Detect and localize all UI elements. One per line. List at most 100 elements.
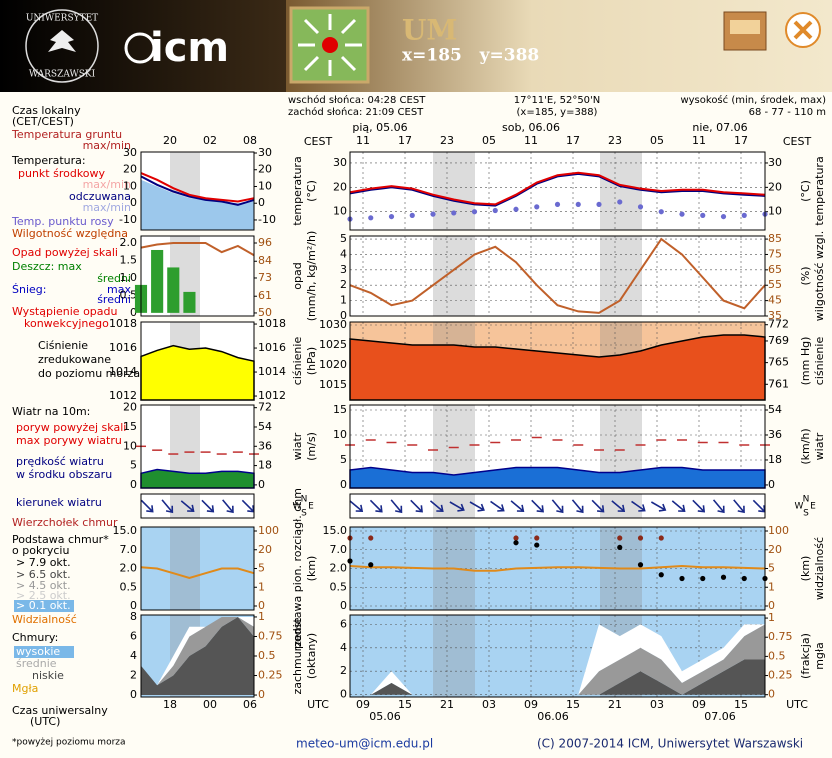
legend-text: max — [107, 283, 131, 296]
y2-tick-label: 96 — [258, 236, 272, 249]
panel-frame — [349, 321, 766, 401]
data-line — [140, 242, 255, 257]
panel-background — [141, 494, 254, 518]
university-emblem — [25, 9, 99, 83]
y-tick-label: 2.0 — [120, 236, 138, 249]
data-dot — [700, 212, 706, 218]
y-axis-label: (oktany) — [305, 633, 318, 679]
y-axis-label: (°C) — [305, 180, 318, 202]
navigation-arrows[interactable] — [298, 14, 362, 76]
y-tick-label: 0 — [130, 196, 137, 209]
y2-tick-label: 0 — [768, 478, 775, 491]
time-zone-label: CEST — [783, 135, 812, 148]
y2-axis-label: wiatr — [813, 432, 826, 460]
y2-tick-label: 0.25 — [258, 669, 283, 682]
compass-label: S — [803, 509, 809, 519]
data-area — [350, 624, 765, 695]
data-dot — [430, 211, 436, 217]
y2-axis-label: widzialność — [813, 537, 826, 600]
wind-arrow — [490, 500, 505, 512]
y2-tick-label: 0 — [768, 599, 775, 612]
wind-arrow — [611, 500, 626, 512]
contact-email[interactable]: meteo-um@icm.edu.pl — [296, 737, 433, 751]
hour-label: 09 — [692, 698, 706, 711]
y-tick-label: 1014 — [109, 365, 137, 378]
legend-text: Ciśnienie — [38, 339, 88, 352]
y2-axis-label: ciśnienie — [813, 337, 826, 386]
y-tick-label: 1025 — [319, 338, 347, 351]
sunset: zachód słońca: 21:09 CEST — [288, 106, 424, 118]
y-tick-label: 30 — [123, 146, 137, 159]
y-tick-label: 10 — [123, 179, 137, 192]
y2-tick-label: 65 — [768, 263, 782, 276]
panel-frame — [349, 151, 766, 231]
y2-axis-label: mgła — [813, 642, 826, 670]
y2-axis-label: (frakcja) — [799, 633, 812, 679]
data-line — [349, 564, 766, 572]
night-band — [600, 494, 642, 518]
y-tick-label: 15 — [123, 420, 137, 433]
data-dot — [741, 575, 747, 582]
y-tick-label: 3 — [340, 263, 347, 276]
y2-tick-label: 55 — [768, 278, 782, 291]
y-axis-label: temperatura — [291, 156, 304, 225]
legend-text: Mgła — [12, 682, 38, 695]
y2-tick-label: 45 — [768, 294, 782, 307]
wind-arrow — [671, 500, 686, 512]
panel-frame — [349, 235, 766, 317]
y2-tick-label: 36 — [258, 439, 272, 452]
legend-text: w środku obszaru — [16, 468, 112, 481]
hour-label: 11 — [356, 134, 370, 147]
legend-text: Chmury: — [12, 631, 58, 644]
y-axis-label: wiatr — [291, 432, 304, 460]
night-band — [433, 236, 475, 316]
y2-tick-label: 1018 — [258, 317, 286, 330]
panel-frame — [349, 493, 766, 519]
data-dot — [617, 535, 623, 541]
location-dot — [322, 37, 338, 53]
y-tick-label: 1016 — [109, 341, 137, 354]
y-tick-label: 2 — [130, 669, 137, 682]
y-tick-label: 2 — [340, 278, 347, 291]
y-axis-label: (hPa) — [305, 347, 318, 375]
y-tick-label: 6 — [130, 629, 137, 642]
legend-text: do poziomu morza — [38, 367, 140, 380]
icm-swirl — [124, 32, 156, 64]
y2-tick-label: 0.5 — [258, 649, 276, 662]
location: 17°11'E, 52°50'N — [514, 95, 601, 106]
data-dot — [637, 204, 644, 210]
hour-label: 23 — [440, 134, 454, 147]
data-dot — [513, 535, 519, 541]
y2-tick-label: 85 — [768, 232, 782, 245]
data-area — [349, 334, 766, 401]
y-tick-label: 30 — [333, 156, 347, 169]
y2-tick-label: 772 — [768, 318, 789, 331]
night-band — [170, 527, 200, 610]
y2-tick-label: 100 — [768, 524, 789, 537]
wind-arrow — [369, 499, 383, 513]
data-area — [350, 624, 765, 695]
y2-tick-label: 54 — [258, 420, 272, 433]
y-tick-label: 0 — [340, 599, 347, 612]
wind-arrow — [571, 499, 584, 514]
y2-axis-label: (km/h) — [799, 428, 812, 464]
compass-label: E — [308, 502, 314, 512]
y2-tick-label: 61 — [258, 289, 272, 302]
data-dot — [658, 572, 664, 578]
data-dot — [409, 212, 415, 218]
y2-tick-label: 0 — [258, 688, 265, 701]
y-tick-label: 15 — [333, 403, 347, 416]
data-line — [349, 171, 766, 206]
date-label: pią, 05.06 — [352, 121, 407, 134]
data-line — [140, 172, 255, 203]
wind-arrow — [712, 499, 725, 514]
legend-text: max/min — [83, 139, 131, 152]
y2-tick-label: 10 — [768, 205, 782, 218]
y2-tick-label: 100 — [258, 524, 279, 537]
wind-arrow — [161, 499, 174, 514]
y2-tick-label: 0.5 — [768, 649, 786, 662]
hour-label: 21 — [440, 698, 454, 711]
y-tick-label: 0.5 — [330, 580, 348, 593]
legend-text: odczuwana — [69, 190, 131, 203]
